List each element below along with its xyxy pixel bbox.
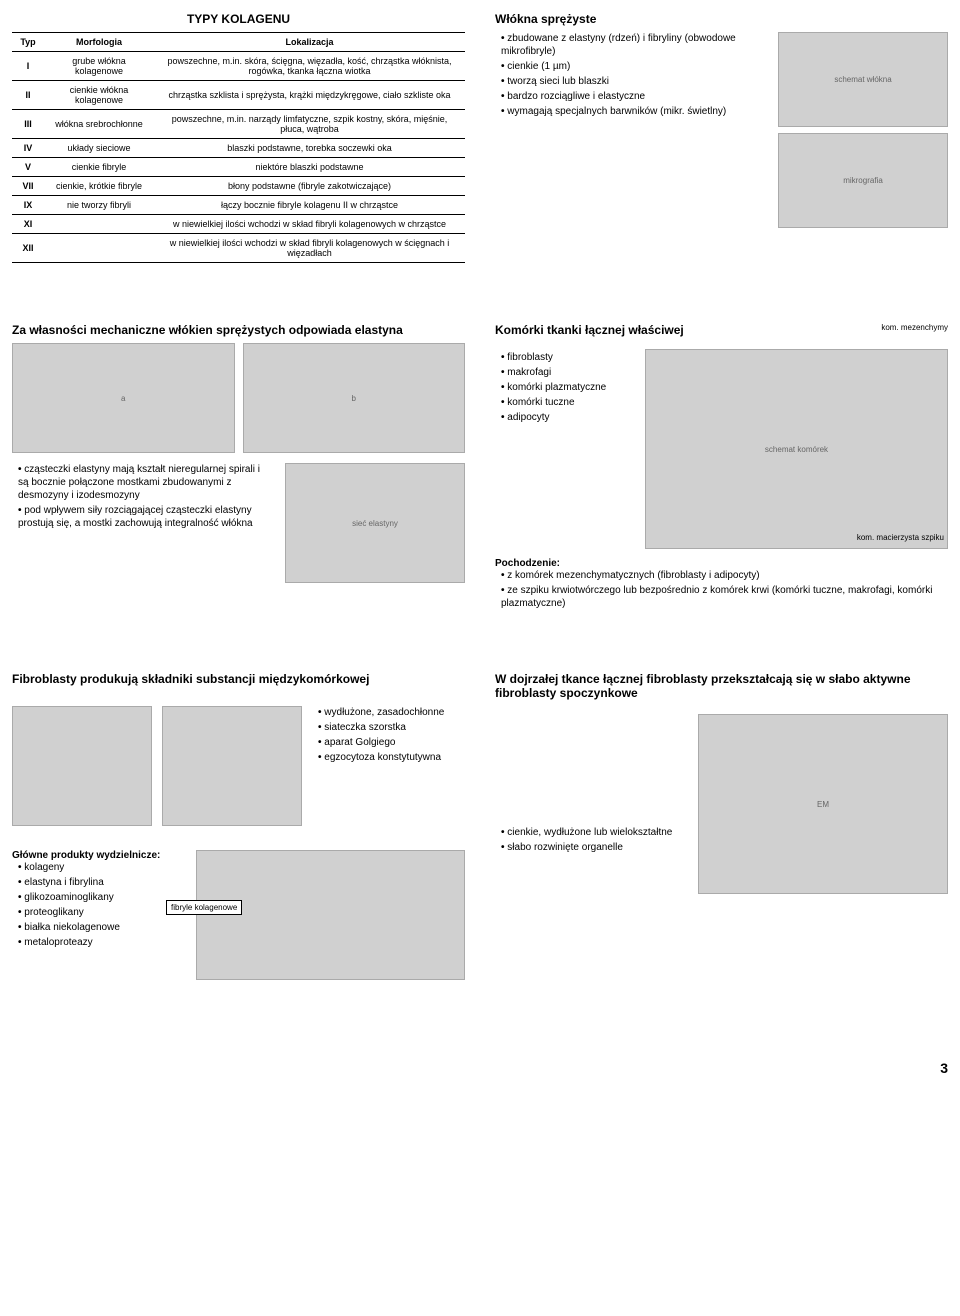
list-item: komórki tuczne <box>501 396 635 409</box>
fibroblasts-title: Fibroblasty produkują składniki substanc… <box>12 672 465 686</box>
table-cell: IV <box>12 139 44 158</box>
resting-title: W dojrzałej tkance łącznej fibroblasty p… <box>495 672 948 700</box>
row-1: TYPY KOLAGENU Typ Morfologia Lokalizacja… <box>12 12 948 263</box>
page-number: 3 <box>12 1060 948 1076</box>
elastin-title: Za własności mechaniczne włókien sprężys… <box>12 323 465 337</box>
list-item: fibroblasty <box>501 351 635 364</box>
resting-fibroblast-em: EM <box>698 714 948 894</box>
collagen-title: TYPY KOLAGENU <box>12 12 465 26</box>
collagen-table: Typ Morfologia Lokalizacja Igrube włókna… <box>12 32 465 263</box>
table-cell: włókna srebrochłonne <box>44 110 154 139</box>
table-cell: niektóre blaszki podstawne <box>154 158 465 177</box>
elastin-spiral-b: b <box>243 343 466 453</box>
fibrils-callout: fibryle kolagenowe <box>166 900 242 915</box>
table-cell: powszechne, m.in. skóra, ścięgna, więzad… <box>154 52 465 81</box>
list-item: kolageny <box>18 861 182 874</box>
list-item: pod wpływem siły rozciągającej cząsteczk… <box>18 504 271 530</box>
table-row: IIIwłókna srebrochłonnepowszechne, m.in.… <box>12 110 465 139</box>
table-cell <box>44 234 154 263</box>
list-item: z komórek mezenchymatycznych (fibroblast… <box>501 569 948 582</box>
list-item: proteoglikany <box>18 906 182 919</box>
connective-cells-panel: Komórki tkanki łącznej właściwej kom. me… <box>495 323 948 612</box>
list-item: wydłużone, zasadochłonne <box>318 706 465 719</box>
list-item: komórki plazmatyczne <box>501 381 635 394</box>
table-cell: I <box>12 52 44 81</box>
table-cell: grube włókna kolagenowe <box>44 52 154 81</box>
collagen-fibrils-micrograph <box>196 850 465 980</box>
table-row: VIIcienkie, krótkie fibrylebłony podstaw… <box>12 177 465 196</box>
collagen-types-panel: TYPY KOLAGENU Typ Morfologia Lokalizacja… <box>12 12 465 263</box>
table-cell: II <box>12 81 44 110</box>
table-cell: cienkie włókna kolagenowe <box>44 81 154 110</box>
list-item: elastyna i fibrylina <box>18 876 182 889</box>
th-lokalizacja: Lokalizacja <box>154 33 465 52</box>
cells-bullets: fibroblasty makrofagi komórki plazmatyczne… <box>495 351 635 549</box>
elastin-spiral-a: a <box>12 343 235 453</box>
fibroblast-micrograph-1 <box>12 706 152 826</box>
table-header-row: Typ Morfologia Lokalizacja <box>12 33 465 52</box>
table-row: XI w niewielkiej ilości wchodzi w skład f… <box>12 215 465 234</box>
origin-bullets: z komórek mezenchymatycznych (fibroblast… <box>495 569 948 610</box>
table-row: Vcienkie fibryleniektóre blaszki podstaw… <box>12 158 465 177</box>
th-typ: Typ <box>12 33 44 52</box>
list-item: ze szpiku krwiotwórczego lub bezpośredni… <box>501 584 948 610</box>
table-cell: blaszki podstawne, torebka soczewki oka <box>154 139 465 158</box>
table-cell: w niewielkiej ilości wchodzi w skład fib… <box>154 215 465 234</box>
table-row: IVukłady siecioweblaszki podstawne, tore… <box>12 139 465 158</box>
row-2: Za własności mechaniczne włókien sprężys… <box>12 323 948 612</box>
table-cell <box>44 215 154 234</box>
resting-fibroblasts-panel: W dojrzałej tkance łącznej fibroblasty p… <box>495 672 948 980</box>
elastic-title: Włókna sprężyste <box>495 12 948 26</box>
elastin-mechanics-panel: Za własności mechaniczne włókien sprężys… <box>12 323 465 612</box>
list-item: cząsteczki elastyny mają kształt nieregu… <box>18 463 271 502</box>
row-3: Fibroblasty produkują składniki substanc… <box>12 672 948 980</box>
mesenchyme-label: kom. mezenchymy <box>881 323 948 343</box>
table-cell: układy sieciowe <box>44 139 154 158</box>
table-cell: chrząstka szklista i sprężysta, krążki m… <box>154 81 465 110</box>
origin-title: Pochodzenie: <box>495 558 948 569</box>
table-cell: cienkie fibryle <box>44 158 154 177</box>
table-row: XII w niewielkiej ilości wchodzi w skład … <box>12 234 465 263</box>
products-bullets: kolageny elastyna i fibrylina glikozoamino… <box>12 861 182 949</box>
list-item: białka niekolagenowe <box>18 921 182 934</box>
table-cell: IX <box>12 196 44 215</box>
table-row: Igrube włókna kolagenowepowszechne, m.in… <box>12 52 465 81</box>
elastin-network-image: sieć elastyny <box>285 463 465 583</box>
table-cell: błony podstawne (fibryle zakotwiczające) <box>154 177 465 196</box>
table-cell: XI <box>12 215 44 234</box>
fibroblasts-panel: Fibroblasty produkują składniki substanc… <box>12 672 465 980</box>
elastin-spiral-diagrams: a b <box>12 343 465 453</box>
table-cell: cienkie, krótkie fibryle <box>44 177 154 196</box>
table-cell: nie tworzy fibryli <box>44 196 154 215</box>
products-title: Główne produkty wydzielnicze: <box>12 850 182 861</box>
cells-title: Komórki tkanki łącznej właściwej <box>495 323 684 337</box>
th-morfologia: Morfologia <box>44 33 154 52</box>
table-cell: III <box>12 110 44 139</box>
table-cell: VII <box>12 177 44 196</box>
table-row: IXnie tworzy fibryliłączy bocznie fibryl… <box>12 196 465 215</box>
fibroblast-features: wydłużone, zasadochłonne siateczka szorst… <box>312 706 465 826</box>
table-row: IIcienkie włókna kolagenowechrząstka szk… <box>12 81 465 110</box>
fibroblast-micrograph-2 <box>162 706 302 826</box>
table-cell: V <box>12 158 44 177</box>
list-item: metaloproteazy <box>18 936 182 949</box>
table-cell: w niewielkiej ilości wchodzi w skład fib… <box>154 234 465 263</box>
list-item: aparat Golgiego <box>318 736 465 749</box>
table-cell: łączy bocznie fibryle kolagenu II w chrz… <box>154 196 465 215</box>
elastic-fibers-panel: Włókna sprężyste schemat włókna mikrogra… <box>495 12 948 263</box>
table-cell: XII <box>12 234 44 263</box>
table-cell: powszechne, m.in. narządy limfatyczne, s… <box>154 110 465 139</box>
list-item: makrofagi <box>501 366 635 379</box>
list-item: siateczka szorstka <box>318 721 465 734</box>
elastin-bullets: cząsteczki elastyny mają kształt nieregu… <box>12 463 271 583</box>
elastic-fiber-diagram: schemat włókna <box>778 32 948 127</box>
cell-lineage-diagram: schemat komórek <box>645 349 948 549</box>
list-item: egzocytoza konstytutywna <box>318 751 465 764</box>
elastic-images: schemat włókna mikrografia <box>778 32 948 234</box>
list-item: glikozoaminoglikany <box>18 891 182 904</box>
elastic-fiber-micrograph: mikrografia <box>778 133 948 228</box>
list-item: adipocyty <box>501 411 635 424</box>
